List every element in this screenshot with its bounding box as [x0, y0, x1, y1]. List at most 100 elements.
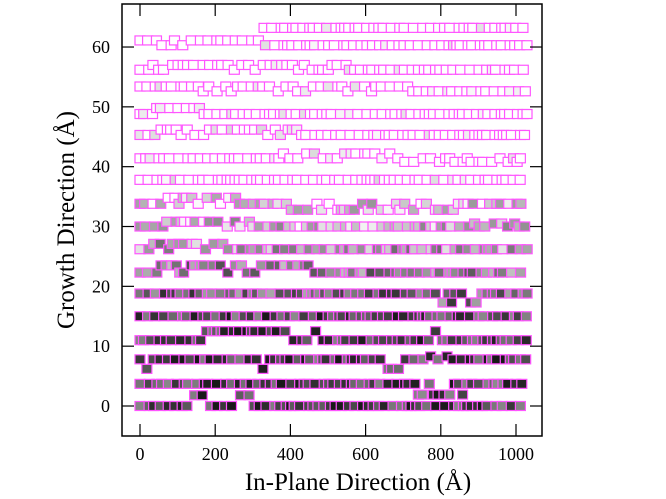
- data-point: [134, 378, 146, 389]
- data-point: [518, 129, 531, 141]
- data-point: [397, 311, 410, 322]
- data-point: [167, 311, 179, 322]
- y-tick-label: 60: [92, 37, 110, 57]
- data-point: [293, 400, 306, 412]
- data-point: [161, 216, 173, 227]
- data-point: [222, 267, 234, 278]
- data-point: [274, 129, 286, 141]
- data-point: [322, 81, 334, 92]
- data-point: [243, 390, 255, 401]
- data-point: [298, 311, 310, 322]
- x-axis-label: In-Plane Direction (Å): [245, 469, 471, 496]
- data-point: [470, 297, 482, 308]
- data-point: [445, 297, 458, 308]
- data-point: [212, 354, 224, 365]
- data-point: [275, 378, 287, 389]
- y-tick-label: 50: [92, 97, 110, 117]
- data-point: [214, 288, 226, 299]
- data-point: [325, 108, 337, 120]
- data-point: [196, 390, 208, 401]
- data-point: [514, 400, 526, 412]
- data-point: [165, 335, 177, 346]
- data-point: [453, 221, 466, 232]
- data-point: [519, 221, 531, 232]
- data-point: [519, 86, 531, 97]
- data-point: [279, 326, 291, 337]
- data-point: [269, 40, 281, 51]
- data-point: [472, 378, 485, 389]
- data-point: [407, 22, 420, 33]
- data-point: [516, 378, 528, 389]
- data-point: [514, 174, 526, 185]
- data-point: [210, 378, 223, 389]
- data-point: [520, 335, 532, 346]
- y-tick-label: 10: [92, 336, 110, 356]
- y-tick-label: 0: [101, 396, 110, 416]
- data-point: [154, 102, 167, 114]
- data-point: [302, 260, 314, 271]
- data-point: [155, 198, 167, 209]
- data-point: [517, 64, 529, 75]
- data-point: [416, 389, 428, 400]
- data-point: [334, 108, 347, 120]
- data-point: [416, 244, 428, 255]
- data-point: [521, 108, 533, 120]
- data-point: [479, 221, 491, 232]
- data-point: [497, 244, 509, 255]
- data-point: [349, 81, 361, 92]
- data-point: [463, 311, 476, 322]
- data-point: [157, 64, 170, 75]
- data-point: [323, 198, 335, 209]
- markers: [134, 22, 533, 412]
- x-tick-label: 0: [136, 444, 145, 464]
- data-point: [455, 288, 468, 299]
- data-point: [262, 129, 274, 141]
- data-point: [374, 267, 386, 278]
- data-point: [174, 335, 187, 346]
- data-point: [514, 267, 527, 278]
- data-point: [473, 354, 485, 365]
- data-point: [515, 198, 527, 209]
- data-point: [520, 311, 532, 322]
- data-point: [521, 40, 533, 51]
- data-point: [203, 174, 215, 185]
- data-point: [190, 238, 203, 249]
- data-point: [433, 267, 445, 278]
- y-tick-label: 40: [92, 157, 110, 177]
- data-point: [187, 59, 200, 71]
- data-point: [521, 288, 533, 299]
- data-point: [158, 311, 170, 322]
- data-point: [444, 389, 456, 400]
- data-point: [235, 260, 248, 271]
- data-point: [185, 35, 197, 46]
- x-tick-label: 400: [277, 444, 304, 464]
- data-point: [477, 311, 489, 322]
- data-point: [409, 378, 421, 389]
- data-point: [163, 153, 175, 164]
- data-point: [186, 192, 198, 203]
- data-point: [399, 198, 411, 209]
- data-point: [198, 260, 210, 271]
- data-point: [302, 204, 314, 215]
- data-point: [408, 156, 420, 167]
- data-point: [366, 198, 378, 209]
- data-point: [456, 389, 469, 400]
- data-point: [382, 204, 394, 215]
- data-point: [348, 204, 360, 215]
- data-point: [259, 40, 272, 51]
- data-point: [414, 129, 426, 141]
- data-point: [134, 354, 146, 365]
- data-point: [320, 22, 333, 33]
- data-point: [192, 198, 204, 209]
- data-point: [444, 22, 456, 33]
- y-tick-label: 20: [92, 276, 110, 296]
- data-point: [214, 260, 226, 271]
- data-point: [250, 354, 262, 365]
- data-point: [514, 153, 526, 164]
- data-point: [199, 244, 212, 255]
- data-point: [194, 335, 207, 346]
- x-tick-label: 1000: [498, 444, 534, 464]
- data-point: [249, 267, 261, 278]
- data-point: [520, 354, 532, 365]
